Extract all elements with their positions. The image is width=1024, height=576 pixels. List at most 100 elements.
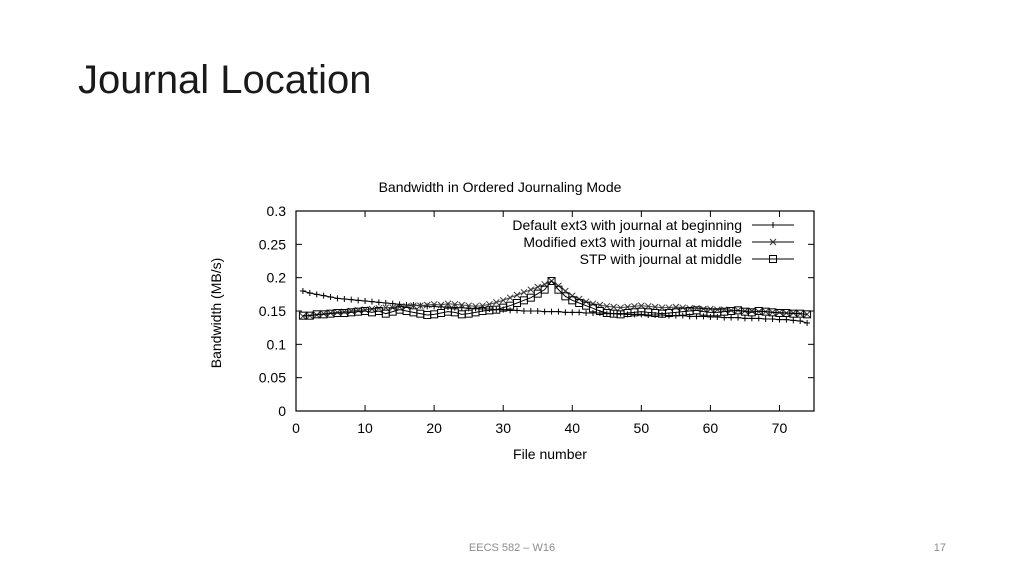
default-ext3-point — [645, 312, 652, 318]
modified-ext3-point — [789, 309, 797, 317]
default-ext3-point — [755, 315, 762, 322]
default-ext3-point — [762, 316, 769, 322]
default-ext3-point — [327, 294, 334, 300]
modified-ext3-point — [610, 303, 618, 311]
slide-title: Journal Location — [78, 58, 372, 102]
modified-ext3-point — [403, 302, 410, 310]
default-ext3-point — [541, 308, 548, 315]
stp-point — [540, 285, 549, 294]
default-ext3-point — [334, 295, 341, 302]
default-ext3-point — [707, 314, 714, 320]
x-tick-label: 40 — [564, 420, 580, 436]
default-ext3-point — [555, 308, 562, 315]
modified-ext3-point — [755, 308, 763, 316]
modified-ext3-point — [465, 302, 473, 310]
x-tick-label: 10 — [357, 420, 373, 436]
stp-line — [302, 280, 808, 317]
default-ext3-point — [507, 307, 514, 314]
default-ext3-point — [776, 316, 783, 323]
default-ext3-point — [313, 291, 320, 298]
modified-ext3-point — [472, 302, 479, 310]
y-tick-label: 0 — [278, 403, 286, 419]
default-ext3-point — [382, 300, 389, 306]
modified-ext3-point — [603, 302, 611, 310]
modified-ext3-point — [741, 307, 749, 315]
y-tick-label: 0.1 — [267, 336, 287, 352]
modified-ext3-point — [513, 291, 521, 299]
modified-ext3-point — [631, 302, 638, 310]
modified-ext3-point — [589, 300, 597, 308]
y-tick-label: 0.15 — [259, 303, 286, 319]
legend-marker — [769, 238, 777, 246]
default-ext3-point — [527, 308, 534, 314]
stp-point — [547, 277, 556, 285]
modified-ext3-point — [492, 298, 500, 306]
default-ext3-point — [320, 292, 327, 299]
default-ext3-point — [735, 314, 742, 321]
x-axis-label: File number — [513, 446, 587, 462]
y-axis-label: Bandwidth (MB/s) — [208, 258, 224, 368]
modified-ext3-point — [444, 300, 452, 308]
modified-ext3-point — [410, 302, 417, 310]
default-ext3-point — [665, 312, 672, 319]
default-ext3-point — [638, 311, 645, 318]
y-tick-label: 0.3 — [267, 203, 287, 219]
modified-ext3-point — [527, 286, 535, 294]
default-ext3-point — [548, 308, 555, 315]
default-ext3-point — [741, 315, 748, 322]
modified-ext3-point — [423, 301, 431, 309]
modified-ext3-point — [499, 296, 507, 304]
default-ext3-point — [368, 298, 375, 305]
x-tick-label: 70 — [772, 420, 788, 436]
footer-course: EECS 582 – W16 — [468, 542, 556, 554]
modified-ext3-point — [313, 311, 321, 319]
x-tick-label: 50 — [634, 420, 650, 436]
default-ext3-point — [444, 304, 451, 310]
series-2 — [298, 277, 812, 320]
modified-ext3-point — [299, 312, 307, 320]
default-ext3-point — [451, 304, 458, 311]
default-ext3-point — [348, 296, 355, 303]
default-ext3-point — [569, 309, 576, 316]
modified-ext3-point — [334, 308, 341, 316]
modified-ext3-point — [396, 303, 403, 311]
legend-label: Default ext3 with journal at beginning — [512, 217, 742, 233]
modified-ext3-point — [375, 304, 383, 312]
default-ext3-point — [514, 307, 521, 314]
modified-ext3-point — [320, 310, 327, 318]
chart-container: Bandwidth in Ordered Journaling Mode Fil… — [200, 170, 830, 470]
legend-label: STP with journal at middle — [580, 251, 743, 267]
default-ext3-point — [583, 310, 590, 316]
default-ext3-point — [728, 314, 735, 321]
default-ext3-point — [362, 298, 369, 304]
default-ext3-point — [679, 312, 686, 319]
bandwidth-chart: Bandwidth in Ordered Journaling Mode Fil… — [208, 179, 815, 462]
modified-ext3-point — [458, 301, 466, 309]
default-ext3-point — [797, 318, 804, 324]
default-ext3-point — [576, 309, 583, 316]
modified-ext3-point — [534, 283, 542, 291]
page-number: 17 — [933, 542, 946, 554]
modified-ext3-point — [617, 304, 624, 312]
default-ext3-point — [341, 296, 348, 302]
chart-title: Bandwidth in Ordered Journaling Mode — [379, 179, 622, 195]
default-ext3-point — [355, 297, 362, 304]
modified-ext3-point — [430, 300, 438, 308]
y-tick-label: 0.25 — [259, 236, 286, 252]
default-ext3-point — [714, 314, 721, 320]
modified-ext3-point — [327, 309, 334, 317]
stp-point — [554, 285, 563, 294]
legend-marker — [770, 222, 776, 228]
default-ext3-point — [769, 316, 776, 322]
default-ext3-point — [562, 309, 569, 316]
default-ext3-point — [424, 303, 431, 310]
modified-ext3-point — [776, 308, 783, 316]
modified-ext3-point — [506, 294, 514, 302]
modified-ext3-point — [568, 292, 576, 300]
default-ext3-point — [375, 299, 382, 306]
x-tick-label: 30 — [495, 420, 511, 436]
y-tick-label: 0.2 — [267, 270, 287, 286]
default-ext3-point — [790, 317, 797, 324]
legend-label: Modified ext3 with journal at middle — [523, 234, 742, 250]
modified-ext3-point — [486, 300, 493, 308]
